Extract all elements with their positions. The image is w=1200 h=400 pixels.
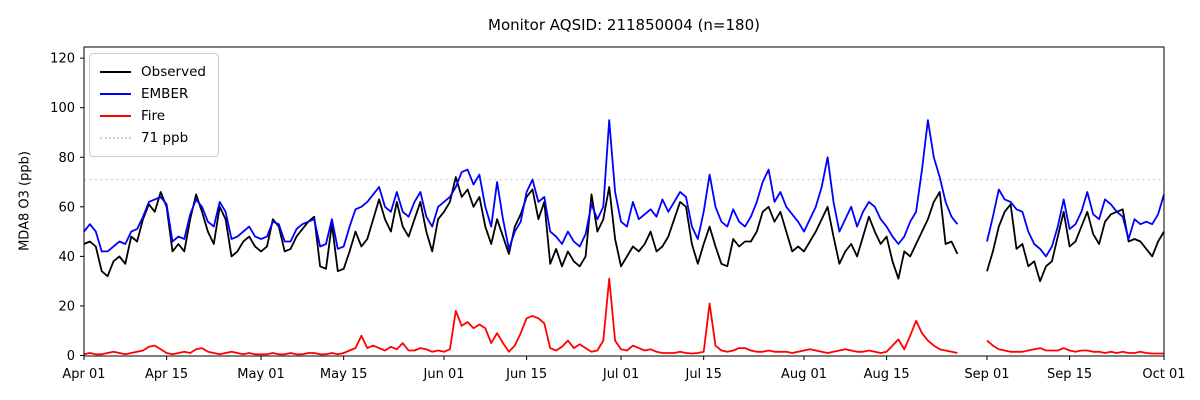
x-tick-label: Oct 01 <box>1142 367 1185 382</box>
series-line-fire <box>83 277 958 356</box>
y-tick-label: 40 <box>58 250 75 265</box>
observed-line-swatch <box>100 71 131 73</box>
x-tick-label: Jun 15 <box>505 367 547 382</box>
series-line-observed <box>83 176 959 280</box>
chart-title: Monitor AQSID: 211850004 (n=180) <box>488 16 760 34</box>
y-tick-label: 0 <box>67 349 75 364</box>
y-tick-label: 20 <box>58 299 75 314</box>
series-line-observed <box>986 203 1165 283</box>
legend: Observed EMBER Fire 71 ppb <box>89 53 219 157</box>
legend-item-ember: EMBER <box>100 83 206 105</box>
legend-label-threshold: 71 ppb <box>141 130 189 146</box>
ember-line-swatch <box>100 93 131 95</box>
y-axis-label: MDA8 O3 (ppb) <box>17 151 33 251</box>
x-tick-label: Jul 15 <box>684 367 721 382</box>
x-tick-label: Aug 15 <box>864 367 910 382</box>
x-tick-label: Jul 01 <box>602 367 639 382</box>
series-line-fire <box>986 339 1164 355</box>
y-tick-label: 80 <box>58 151 75 166</box>
x-tick-label: May 01 <box>237 367 285 382</box>
legend-item-threshold: 71 ppb <box>100 127 206 149</box>
threshold-line-swatch <box>100 137 131 139</box>
x-tick-label: Jun 01 <box>423 367 465 382</box>
x-tick-label: Aug 01 <box>781 367 827 382</box>
series-line-ember <box>986 188 1165 258</box>
fire-line-swatch <box>100 115 131 117</box>
x-tick-label: Sep 01 <box>964 367 1009 382</box>
y-tick-label: 60 <box>58 200 75 215</box>
x-tick-label: Sep 15 <box>1047 367 1092 382</box>
y-tick-label: 100 <box>50 101 75 116</box>
y-tick-label: 120 <box>50 52 75 67</box>
legend-label-observed: Observed <box>141 64 206 80</box>
series-line-ember <box>83 119 959 253</box>
x-tick-label: Apr 01 <box>62 367 105 382</box>
legend-label-ember: EMBER <box>141 86 189 102</box>
x-tick-label: May 15 <box>320 367 368 382</box>
legend-item-fire: Fire <box>100 105 206 127</box>
x-tick-label: Apr 15 <box>145 367 188 382</box>
legend-label-fire: Fire <box>141 108 166 124</box>
plot-border <box>83 46 1165 357</box>
legend-item-observed: Observed <box>100 61 206 83</box>
